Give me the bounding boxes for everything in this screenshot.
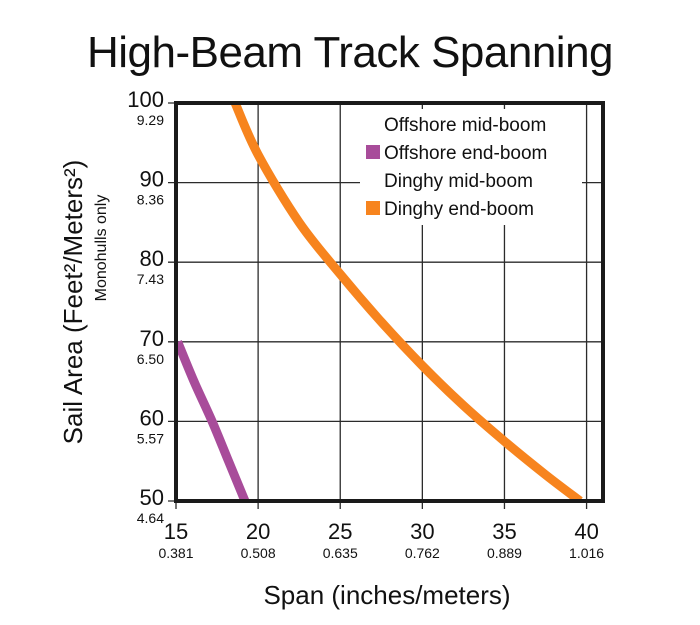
grid-layer — [168, 102, 603, 509]
y-axis-sublabel: Monohulls only — [93, 195, 110, 302]
x-tick-label: 35 — [492, 519, 516, 544]
y-tick-label: 60 — [140, 405, 164, 430]
y-tick-label: 70 — [140, 326, 164, 351]
x-tick-sublabel: 0.635 — [323, 545, 358, 561]
x-tick-label: 40 — [574, 519, 598, 544]
legend: Offshore mid-boom Offshore end-boom Dinghy… — [360, 109, 582, 225]
series-line-dinghy-end-boom — [230, 103, 583, 501]
legend-label: Offshore end-boom — [384, 143, 547, 164]
x-tick-sublabel: 1.016 — [569, 545, 604, 561]
x-tick-sublabel: 0.889 — [487, 545, 522, 561]
legend-label: Dinghy end-boom — [384, 199, 534, 220]
y-tick-label: 90 — [140, 167, 164, 192]
y-tick-sublabel: 9.29 — [137, 112, 164, 128]
y-tick-sublabel: 5.57 — [137, 430, 164, 446]
x-tick-label: 30 — [410, 519, 434, 544]
legend-label: Dinghy mid-boom — [384, 171, 533, 192]
chart-title: High-Beam Track Spanning — [86, 28, 614, 77]
x-tick-sublabel: 0.762 — [405, 545, 440, 561]
y-tick-sublabel: 8.36 — [137, 192, 164, 208]
x-tick-label: 25 — [328, 519, 352, 544]
x-tick-sublabel: 0.381 — [158, 545, 193, 561]
y-tick-label: 50 — [140, 485, 164, 510]
y-tick-sublabel: 6.50 — [137, 351, 164, 367]
legend-label: Offshore mid-boom — [384, 115, 546, 136]
y-axis-label: Sail Area (Feet²/Meters²) — [58, 160, 88, 445]
x-tick-label: 20 — [246, 519, 270, 544]
x-tick-label: 15 — [164, 519, 188, 544]
legend-swatch — [366, 201, 380, 215]
legend-swatch — [366, 145, 380, 159]
y-tick-sublabel: 7.43 — [137, 271, 164, 287]
series-layer — [176, 103, 583, 501]
legend-background — [360, 109, 582, 225]
x-tick-sublabel: 0.508 — [241, 545, 276, 561]
plot-frame — [174, 101, 605, 503]
y-tick-sublabel: 4.64 — [137, 510, 164, 526]
series-line-offshore-end-boom — [176, 340, 250, 501]
x-axis-ticks: 150.381 200.508 250.635 300.762 350.889 401.0… — [158, 519, 604, 561]
x-axis-label: Span (inches/meters) — [263, 580, 510, 610]
y-tick-label: 80 — [140, 246, 164, 271]
y-tick-label: 100 — [127, 87, 164, 112]
